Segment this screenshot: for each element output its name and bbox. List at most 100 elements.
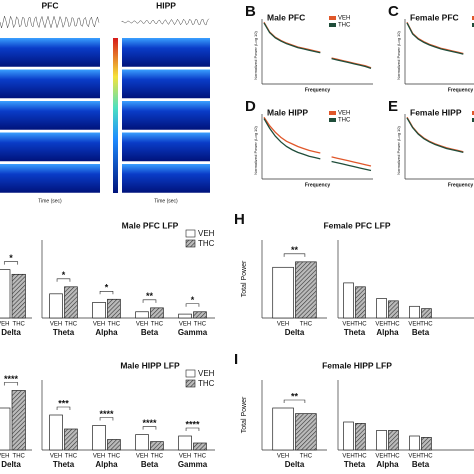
category-label: Gamma [178, 328, 208, 337]
significance: *** [58, 398, 69, 408]
x-tick-label: VEH [179, 322, 191, 328]
series-line [406, 117, 464, 153]
legend-swatch [472, 23, 474, 27]
bar [295, 261, 317, 319]
significance: * [191, 295, 195, 305]
x-tick-label: THC [354, 454, 367, 460]
bar [343, 282, 354, 319]
legend-label: VEH [198, 229, 215, 238]
significance-bracket [99, 417, 114, 421]
x-tick-label: THC [387, 322, 400, 328]
bar [92, 425, 106, 451]
x-tick-label: THC [420, 454, 433, 460]
panel-title: PFC [42, 0, 59, 10]
series-line [263, 116, 372, 167]
legend-swatch [472, 16, 474, 20]
x-tick-label: THC [354, 322, 367, 328]
y-axis-label: Normalized Power (Log 10) [396, 125, 401, 174]
x-tick-label: THC [300, 322, 313, 328]
legend-label: THC [198, 239, 215, 248]
bar [64, 428, 78, 451]
trace [0, 15, 100, 29]
panel-letter: I [234, 351, 238, 368]
chart-title: Female HIPP [410, 107, 462, 117]
bar [272, 407, 294, 451]
category-label: Alpha [95, 328, 118, 337]
panel-title: HIPP [156, 0, 176, 10]
spectrogram-block [122, 38, 210, 67]
x-tick-label: VEH [93, 454, 105, 460]
trace [121, 18, 210, 26]
category-label: Delta [1, 460, 21, 469]
panel-letter: E [388, 98, 398, 115]
significance-bracket [283, 253, 306, 257]
significance: * [105, 283, 109, 293]
x-tick-label: VEH [277, 322, 289, 328]
x-tick-label: THC [151, 454, 164, 460]
x-tick-label: VEH [408, 454, 420, 460]
panel-letter: B [245, 3, 256, 20]
category-label: Beta [412, 328, 430, 337]
spectrogram-block [122, 69, 210, 99]
bar [0, 407, 11, 451]
y-axis-label: Normalized Power (Log 10) [253, 30, 258, 79]
legend-swatch [329, 23, 336, 27]
x-tick-label: VEH [136, 454, 148, 460]
x-tick-label: THC [420, 322, 433, 328]
legend-swatch [329, 111, 336, 115]
x-tick-label: VEH [50, 454, 62, 460]
x-tick-label: VEH [0, 322, 9, 328]
category-label: Alpha [376, 328, 399, 337]
x-axis-label: Frequency [305, 87, 331, 93]
series-line [406, 116, 464, 153]
spectrogram-block [0, 164, 100, 193]
x-tick-label: THC [194, 454, 207, 460]
x-axis-label: Time (sec) [154, 198, 178, 204]
chart-title: Female HIPP LFP [322, 360, 392, 370]
x-tick-label: THC [13, 454, 26, 460]
significance-bracket [56, 406, 71, 410]
significance-bracket [185, 303, 200, 307]
panel-letter: H [234, 211, 245, 228]
bar [64, 286, 78, 319]
category-label: Theta [344, 460, 366, 469]
bar [193, 442, 207, 451]
x-tick-label: VEH [136, 322, 148, 328]
bar [376, 430, 387, 451]
panel-letter: D [245, 98, 256, 115]
x-tick-label: VEH [342, 322, 354, 328]
significance-bracket [3, 382, 19, 386]
x-tick-label: THC [13, 322, 26, 328]
bar [388, 430, 399, 451]
series-line [263, 21, 372, 69]
significance: * [62, 270, 66, 280]
significance: * [9, 253, 13, 263]
chart-title: Male PFC [267, 12, 305, 22]
category-label: Beta [141, 460, 159, 469]
x-tick-label: VEH [50, 322, 62, 328]
panel-letter: C [388, 3, 399, 20]
x-tick-label: VEH [408, 322, 420, 328]
category-label: Delta [285, 328, 305, 337]
chart-title: Male HIPP LFP [120, 360, 180, 370]
x-axis-label: Time (sec) [38, 198, 62, 204]
x-tick-label: VEH [375, 322, 387, 328]
bar [92, 302, 106, 319]
bar [135, 434, 149, 451]
x-tick-label: THC [194, 322, 207, 328]
category-label: Theta [53, 328, 75, 337]
x-tick-label: VEH [179, 454, 191, 460]
bar [178, 435, 192, 451]
legend-swatch [329, 118, 336, 122]
x-tick-label: THC [65, 454, 78, 460]
bar [11, 273, 26, 319]
legend-label: THC [338, 118, 351, 124]
significance-bracket [142, 426, 157, 430]
x-tick-label: VEH [342, 454, 354, 460]
bar [355, 286, 366, 319]
significance: **** [4, 374, 19, 384]
series-line [263, 118, 372, 172]
x-tick-label: VEH [93, 322, 105, 328]
bar [421, 308, 432, 319]
significance: **** [142, 418, 157, 428]
